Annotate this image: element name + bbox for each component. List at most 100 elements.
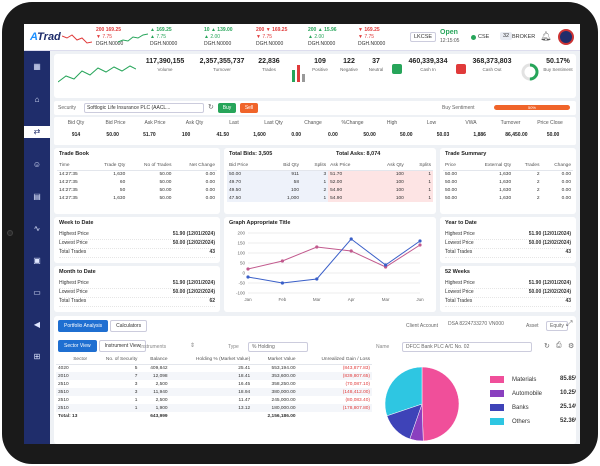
store-icon[interactable]: ⌂ (34, 95, 40, 104)
empty-cell (298, 412, 372, 420)
ticker-change: ▼ 7.75 (96, 34, 113, 40)
trade-icon[interactable]: ⇄ (24, 126, 50, 138)
table-row[interactable]: 2010 7 12,098 18.41 353,600.00 (839,807.65) (56, 372, 372, 380)
ticker-1[interactable]: 200 169.25 ▼ 7.75 DGH.N0000 (96, 27, 146, 48)
ticker-4[interactable]: 200 ▼ 169.25 ▼ 7.75 DGH.N0000 (256, 27, 306, 48)
tab-sector-view[interactable]: Sector View (58, 340, 97, 352)
data-point[interactable] (246, 267, 250, 271)
expand-icon[interactable]: ⤢ (566, 319, 573, 328)
table-row[interactable]: 2510 1 1,900 13.12 180,000.00 (178,807.80) (56, 404, 372, 412)
table-row[interactable]: 49.50 100 2 54.90 100 1 (227, 186, 433, 194)
table-cell: (80,083.40) (345, 397, 370, 403)
users-icon[interactable]: ☺ (32, 160, 42, 169)
table-cell: 58 (267, 178, 302, 186)
data-point[interactable] (280, 259, 284, 263)
table-row[interactable]: 50.00 1,630 2 0.00 (443, 194, 573, 202)
quote-value: 50.03 (436, 132, 450, 138)
table-row[interactable]: 14:27:35 1,630 50.00 0.00 (57, 194, 217, 202)
ticker-6[interactable]: ▼ 169.25 ▼ 7.75 DGH.N0000 (358, 27, 408, 48)
table-cell: 50.00 (445, 187, 458, 193)
avatar[interactable] (558, 29, 574, 45)
stepper-icon[interactable]: ⇕ (190, 343, 196, 349)
account-select[interactable]: DSA 8224733270 VN000 (448, 321, 504, 327)
data-point[interactable] (315, 277, 319, 281)
table-row[interactable]: 49.70 58 1 52.00 100 1 (227, 178, 433, 186)
sell-button[interactable]: Sell (240, 103, 258, 113)
quote-value: 100 (181, 132, 191, 138)
pie-account-name[interactable]: DFCC Bank PLC A/C No. 02 (402, 342, 532, 352)
table-cell: 0.00 (561, 187, 571, 193)
table-row[interactable]: 3510 3 11,940 18.94 380,000.00 (148,412.00) (56, 388, 372, 396)
data-point[interactable] (349, 237, 353, 241)
buy-button[interactable]: Buy (218, 103, 236, 113)
folder-icon[interactable]: ▭ (33, 288, 41, 297)
data-point[interactable] (280, 281, 284, 285)
stat-row: Highest Price 51.90 (12/01/2024) (445, 280, 571, 289)
network-icon[interactable]: ⊞ (33, 352, 41, 361)
refresh-icon[interactable]: ↻ (208, 104, 214, 111)
equity-select[interactable]: Equity (546, 321, 568, 331)
data-point[interactable] (418, 239, 422, 243)
table-cell: 0.00 (561, 195, 571, 201)
type-select[interactable]: % Holding (248, 342, 308, 352)
dashboard-icon[interactable]: ▦ (33, 62, 41, 71)
reports-icon[interactable]: ▤ (33, 192, 41, 201)
table-row[interactable]: 14:27:35 50 50.00 0.00 (57, 186, 217, 194)
table-cell: (839,807.65) (342, 373, 370, 379)
reload-icon[interactable]: ↻ (544, 343, 550, 350)
pie-slice[interactable] (421, 366, 460, 442)
ticker-5[interactable]: 200 ▲ 15.96 ▲ 2.00 DGH.N0000 (308, 27, 358, 48)
settings-icon[interactable]: ⚙ (568, 343, 575, 350)
table-row[interactable]: 14:27:35 1,630 50.00 0.00 (57, 170, 217, 178)
table-row[interactable]: 2510 1 2,500 11.47 245,000.00 (80,083.40) (56, 396, 372, 404)
security-select[interactable]: Softlogic Life Insurance PLC (AACL... (84, 103, 204, 113)
table-cell: 100 (369, 170, 406, 178)
megaphone-icon[interactable]: ◀ (33, 320, 41, 329)
tab-portfolio-analysis[interactable]: Portfolio Analysis (58, 320, 109, 332)
table-cell: 1,000 (267, 194, 302, 202)
table-cell: 1,630 (499, 195, 512, 201)
order-entry-bar: Security Softlogic Life Insurance PLC (A… (54, 101, 576, 115)
table-row[interactable]: 50.00 1,630 2 0.00 (443, 186, 573, 194)
y-tick-label: 150 (237, 241, 245, 246)
table-row[interactable]: 50.00 1,630 2 0.00 (443, 170, 573, 178)
wallet-icon[interactable]: ▣ (33, 256, 41, 265)
exchange-select[interactable]: LKCSE (410, 32, 437, 42)
ticker-price: 200 169.25 (96, 27, 122, 33)
column-header: Holding % (Market Value) (169, 356, 253, 365)
table-row[interactable]: 4020 5 409,842 25.41 553,194.00 (843,877.83) (56, 364, 372, 372)
table-row[interactable]: 14:27:35 60 50.00 0.00 (57, 178, 217, 186)
total-balance: 643,999 (150, 413, 168, 419)
chart-icon[interactable]: ∿ (33, 224, 41, 233)
sparkline-1 (62, 34, 92, 44)
ticker-2[interactable]: ▲ 169.25 ▲ 7.75 DGH.N0000 (150, 27, 200, 48)
asset-label: Asset (526, 323, 539, 329)
table-row[interactable]: 50.00 1,630 2 0.00 (443, 178, 573, 186)
bell-icon[interactable]: 🔔︎ (540, 31, 552, 41)
tab-calculators[interactable]: Calculators (110, 320, 148, 332)
data-point[interactable] (349, 249, 353, 253)
week-stats: Highest Price 51.90 (12/01/2024) Lowest Pr… (59, 231, 215, 258)
cash-out-icon (456, 64, 466, 74)
legend-value: 10.25% (560, 390, 576, 396)
data-point[interactable] (418, 243, 422, 247)
table-row[interactable]: 47.50 1,000 1 54.90 100 1 (227, 194, 433, 202)
sector-pie-chart (384, 366, 460, 442)
data-point[interactable] (246, 275, 250, 279)
table-row[interactable]: 50.00 911 3 51.70 100 1 (227, 170, 433, 178)
ticker-3[interactable]: 10 ▲ 139.00 ▲ 2.00 DGH.N0000 (204, 27, 254, 48)
table-cell: 0.00 (205, 179, 215, 185)
series-line (247, 238, 421, 284)
legend-swatch (490, 404, 504, 411)
data-point[interactable] (315, 245, 319, 249)
pie-slice[interactable] (384, 366, 423, 417)
trade-summary-title: Trade Summary (445, 151, 487, 157)
app-screen: ATrad 200 169.25 ▼ 7.75 DGH.N0000 ▲ 169.25… (24, 24, 580, 444)
quote-value: 0.00 (328, 132, 338, 138)
total-value: 2,156,186.00 (267, 413, 296, 419)
table-cell: 11.47 (238, 397, 251, 403)
data-point[interactable] (384, 263, 388, 267)
table-row[interactable]: 2510 3 2,500 16.45 358,250.00 (70,087.10) (56, 380, 372, 388)
print-icon[interactable]: ⎙ (556, 342, 562, 349)
tab-instrument-view[interactable]: Instrument View (98, 340, 147, 352)
